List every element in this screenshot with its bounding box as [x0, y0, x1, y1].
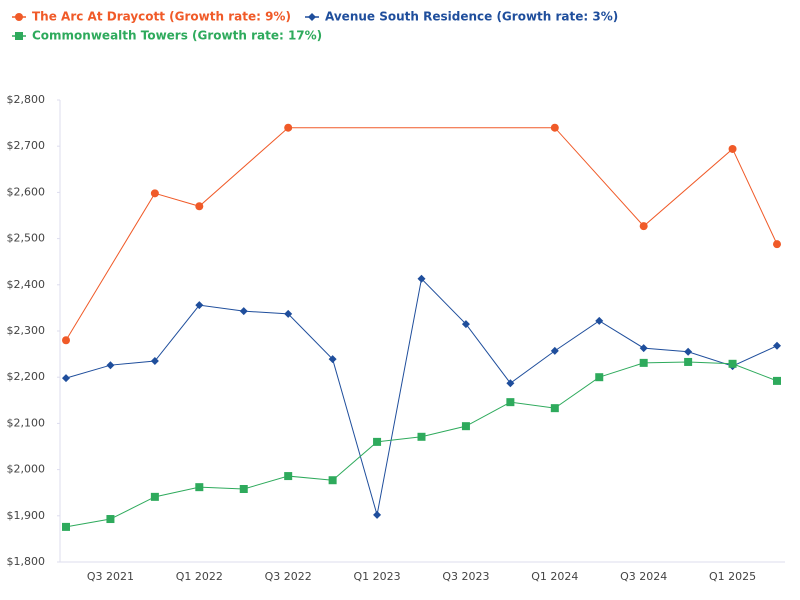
data-point: [773, 240, 781, 249]
data-point: [284, 123, 293, 132]
data-point: [639, 344, 648, 353]
data-point: [639, 222, 648, 231]
x-tick-label: Q3 2023: [442, 570, 489, 583]
data-point: [461, 422, 470, 431]
x-tick-label: Q1 2024: [531, 570, 578, 583]
x-tick-label: Q3 2021: [87, 570, 134, 583]
legend-marker: [308, 13, 316, 21]
data-point: [373, 510, 382, 519]
data-point: [461, 320, 470, 329]
data-point: [506, 398, 515, 407]
data-point: [773, 341, 781, 350]
data-point: [195, 483, 204, 492]
data-point: [373, 437, 382, 446]
x-tick-label: Q1 2022: [176, 570, 223, 583]
data-point: [328, 476, 337, 485]
data-point: [62, 374, 70, 383]
data-point: [550, 346, 559, 355]
y-tick-label: $2,600: [7, 185, 46, 198]
data-point: [106, 361, 115, 370]
series-line: [65, 361, 778, 528]
data-point: [284, 309, 293, 318]
data-point: [773, 376, 781, 385]
y-tick-label: $2,000: [7, 463, 46, 476]
legend-label: The Arc At Draycott (Growth rate: 9%): [32, 10, 291, 24]
data-point: [328, 355, 337, 364]
y-tick-label: $2,200: [7, 370, 46, 383]
data-point: [150, 357, 159, 366]
data-point: [684, 357, 693, 366]
y-tick-label: $1,900: [7, 509, 46, 522]
data-point: [639, 358, 648, 367]
series-line: [65, 127, 778, 341]
data-point: [62, 522, 70, 531]
data-point: [550, 123, 559, 132]
data-point: [728, 359, 737, 368]
data-point: [62, 336, 70, 345]
y-tick-label: $2,800: [7, 93, 46, 106]
y-tick-label: $2,100: [7, 416, 46, 429]
data-point: [684, 347, 693, 356]
data-point: [595, 373, 604, 382]
x-tick-label: Q1 2025: [709, 570, 756, 583]
legend-marker: [15, 32, 23, 40]
data-point: [195, 202, 204, 211]
data-point: [284, 472, 293, 481]
data-point: [728, 144, 737, 153]
y-tick-label: $2,400: [7, 278, 46, 291]
data-point: [417, 274, 426, 283]
data-point: [239, 307, 248, 316]
data-point: [506, 379, 515, 388]
x-tick-label: Q1 2023: [353, 570, 400, 583]
y-tick-label: $2,300: [7, 324, 46, 337]
y-tick-label: $1,800: [7, 555, 46, 568]
data-point: [106, 515, 115, 524]
data-point: [239, 485, 248, 494]
data-point: [150, 189, 159, 198]
series-line: [65, 277, 778, 516]
data-point: [550, 404, 559, 413]
data-point: [150, 492, 159, 501]
x-tick-label: Q3 2024: [620, 570, 667, 583]
y-tick-label: $2,500: [7, 232, 46, 245]
y-tick-label: $2,700: [7, 139, 46, 152]
data-point: [595, 316, 604, 325]
legend-label: Commonwealth Towers (Growth rate: 17%): [32, 29, 322, 43]
x-tick-label: Q3 2022: [265, 570, 312, 583]
legend-label: Avenue South Residence (Growth rate: 3%): [325, 10, 618, 24]
data-point: [195, 301, 204, 310]
data-point: [417, 432, 426, 441]
legend-marker: [15, 13, 23, 21]
